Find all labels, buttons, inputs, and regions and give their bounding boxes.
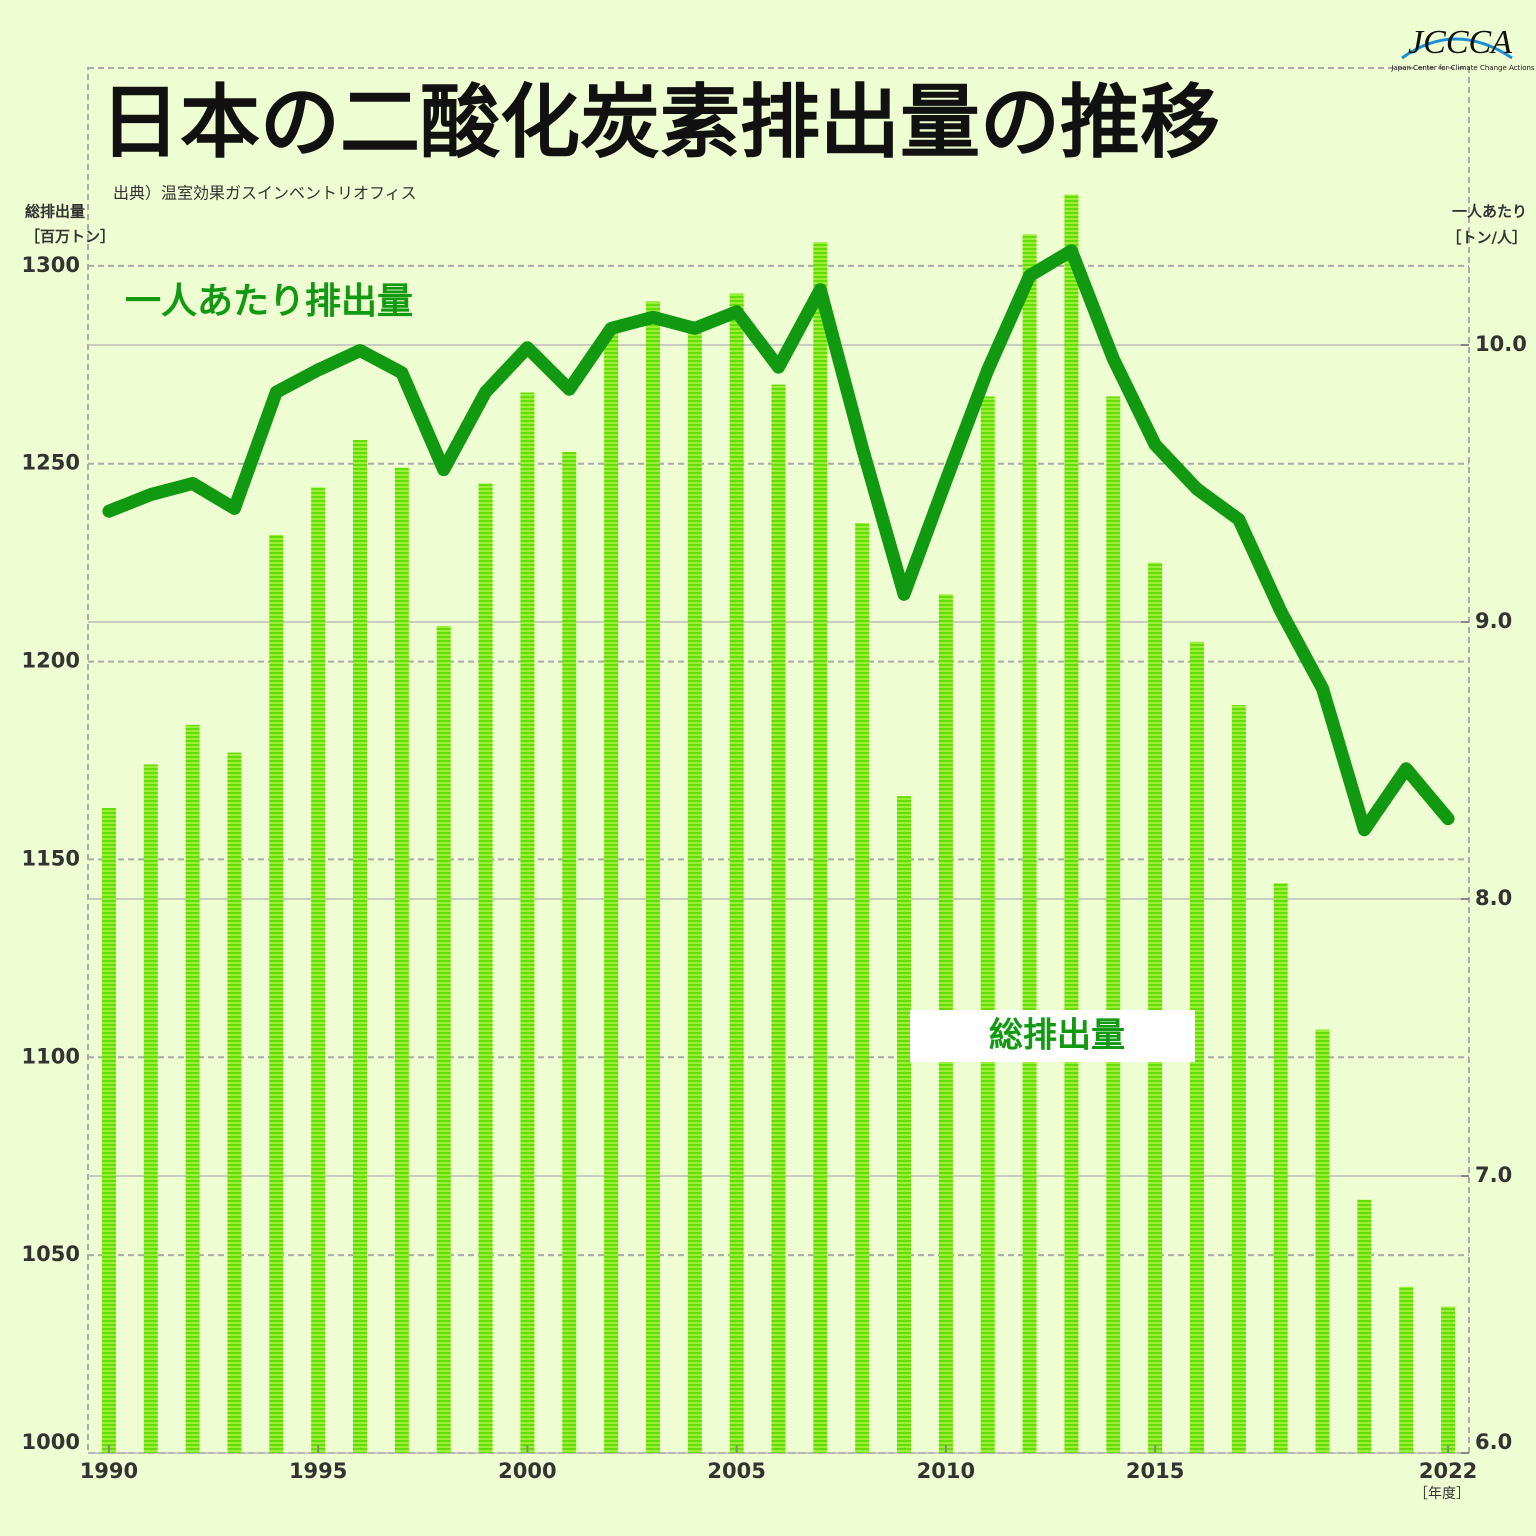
y2-axis-label: 一人あたり [1452,203,1527,221]
bar [1399,1286,1414,1453]
y-tick-label: 1250 [22,451,80,475]
x-axis-unit: ［年度］ [1414,1486,1470,1502]
bar [645,301,660,1453]
bar [1273,883,1288,1453]
bar [729,293,744,1453]
chart-title: 日本の二酸化炭素排出量の推移 [100,76,1220,169]
x-tick-label: 2015 [1126,1459,1184,1483]
line [102,244,1455,837]
y-axis-unit: ［百万トン］ [25,228,115,246]
bar [436,625,451,1453]
y2-tick-label: 9.0 [1475,609,1512,633]
bar [478,483,493,1453]
y2-tick-label: 10.0 [1475,332,1527,356]
logo: JCCCA [1408,24,1512,61]
x-tick-label: 2022 [1419,1459,1477,1483]
bar [771,384,786,1454]
bar [1441,1306,1456,1453]
y-tick-label: 1300 [22,253,80,277]
bar [185,724,200,1453]
y-tick-label: 1050 [22,1242,80,1266]
bar [604,333,619,1454]
bar-label-box [910,1010,1195,1062]
logo-arc [1401,37,1513,60]
logo-subtitle: Japan Center for Climate Change Actions [1390,64,1534,72]
bar [311,487,326,1453]
bar [855,523,870,1453]
bar [1357,1199,1372,1453]
source: 出典）温室効果ガスインベントリオフィス [113,184,417,203]
x-tick-label: 1990 [80,1459,138,1483]
bar [897,796,912,1453]
lines [102,244,1455,837]
bar [1106,396,1121,1453]
bar [1022,234,1037,1454]
bar [101,807,116,1453]
bar [687,333,702,1454]
y2-tick-label: 6.0 [1475,1430,1512,1454]
bar [562,451,577,1453]
plot-frame [87,67,1470,1454]
y-tick-label: 1100 [22,1044,80,1068]
bars [101,194,1456,1454]
y-axis-label: 総排出量 [25,203,85,221]
bar [1064,194,1079,1454]
y-tick-label: 1150 [22,846,80,870]
bar [269,534,284,1453]
y-tick-label: 1200 [22,649,80,673]
bar [980,396,995,1453]
bar [520,392,535,1453]
bar [1231,705,1246,1453]
y2-tick-label: 7.0 [1475,1163,1512,1187]
x-tick-label: 2010 [917,1459,975,1483]
x-tick-label: 2000 [498,1459,556,1483]
bar [394,467,409,1454]
bar [353,439,368,1453]
line-series-label: 一人あたり排出量 [125,281,413,322]
y-tick-label: 1000 [22,1430,80,1454]
x-tick-label: 1995 [289,1459,347,1483]
bar [227,752,242,1453]
bar-series-label: 総排出量 [989,1016,1125,1056]
bar [1315,1029,1330,1453]
x-tick-label: 2005 [707,1459,765,1483]
bar [813,242,828,1454]
y2-tick-label: 8.0 [1475,886,1512,910]
bar [1148,562,1163,1453]
bar [1189,641,1204,1453]
y2-axis-unit: ［トン/人］ [1447,229,1527,247]
bar [143,764,158,1453]
